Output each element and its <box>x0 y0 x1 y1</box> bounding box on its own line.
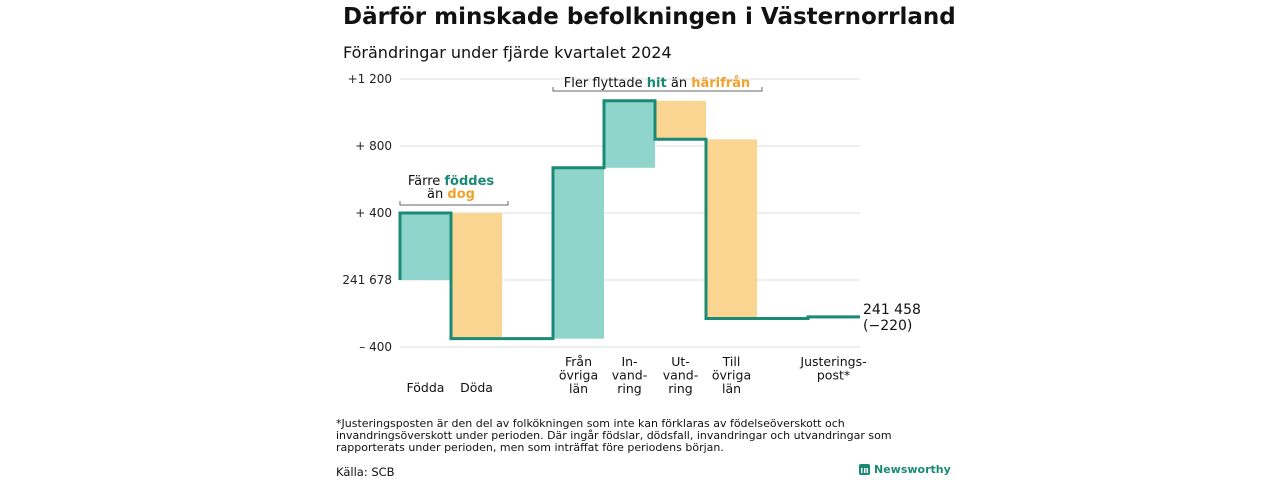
x-category-label: vand- <box>612 368 647 383</box>
annotation-births-deaths: Färre föddes <box>408 174 495 189</box>
x-category-label: ring <box>668 381 692 396</box>
y-tick-label: + 800 <box>355 139 392 153</box>
annotation-migration: Fler flyttade hit än härifrån <box>564 76 750 91</box>
y-tick-label: + 400 <box>355 206 392 220</box>
x-category-label: In- <box>621 354 637 369</box>
newsworthy-logo: Newsworthy <box>859 463 951 476</box>
y-tick-label: 241 678 <box>342 273 392 287</box>
chart-title: Därför minskade befolkningen i Västernor… <box>343 4 956 30</box>
x-category-label: Födda <box>407 380 445 395</box>
x-category-label: Ut- <box>671 354 690 369</box>
bar <box>707 139 757 319</box>
annotation-births-deaths-line2: än dog <box>427 187 475 202</box>
annotation-bracket <box>552 87 763 92</box>
bar <box>401 213 451 280</box>
y-tick-label: – 400 <box>359 340 392 354</box>
x-category-label: ring <box>617 381 641 396</box>
footnote: *Justeringsposten är den del av folkökni… <box>336 417 892 454</box>
bar <box>452 213 502 339</box>
annotation-bracket <box>399 201 509 206</box>
bar <box>605 100 655 168</box>
source-note: Källa: SCB <box>336 465 395 479</box>
x-category-label: övriga <box>559 368 598 383</box>
x-category-label: Döda <box>460 380 493 395</box>
chart-subtitle: Förändringar under fjärde kvartalet 2024 <box>343 43 672 62</box>
brand-name: Newsworthy <box>874 463 951 476</box>
x-category-label: län <box>722 381 741 396</box>
running-total-line <box>398 99 860 341</box>
bar <box>656 100 706 140</box>
bar-chart-icon <box>859 464 870 475</box>
x-category-label: län <box>569 381 588 396</box>
bar <box>554 167 604 339</box>
y-tick-label: +1 200 <box>348 72 392 86</box>
x-category-label: post* <box>817 368 850 383</box>
end-value-label: 241 458 <box>863 302 921 318</box>
end-value-label: (−220) <box>863 318 912 334</box>
x-category-label: Justerings- <box>799 354 866 369</box>
x-category-label: Från <box>565 354 592 369</box>
x-category-label: vand- <box>663 368 698 383</box>
x-category-label: övriga <box>712 368 751 383</box>
x-category-label: Till <box>722 354 741 369</box>
